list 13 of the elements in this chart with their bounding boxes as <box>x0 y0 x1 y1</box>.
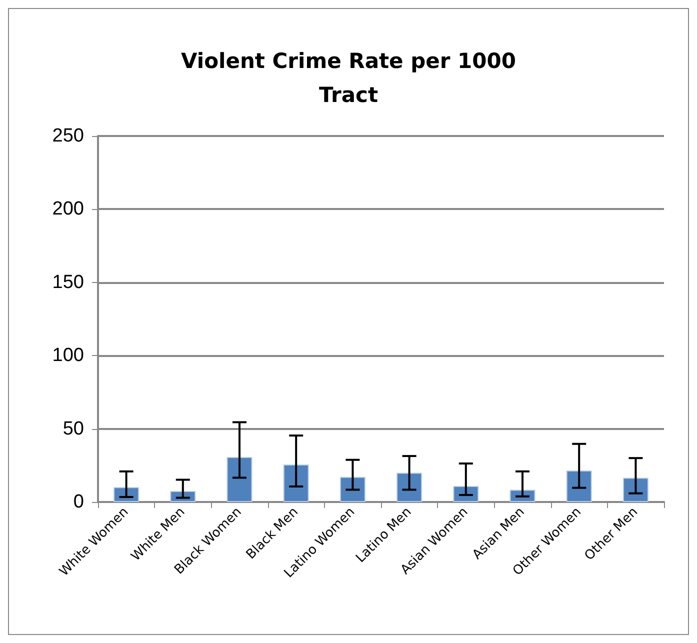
y-tick-label: 150 <box>52 272 84 293</box>
bar <box>396 472 422 502</box>
y-tick-label: 250 <box>52 126 84 146</box>
bar <box>226 457 252 502</box>
bar <box>283 464 309 502</box>
y-tick-label: 200 <box>52 198 84 220</box>
y-tick-label: 0 <box>73 492 84 512</box>
bar <box>566 470 592 502</box>
y-tick-label: 50 <box>62 418 84 440</box>
bar <box>340 476 366 502</box>
y-tick-label: 100 <box>52 345 84 366</box>
bar <box>622 478 648 502</box>
chart-title: Violent Crime Rate per 1000 Tract <box>181 49 516 107</box>
